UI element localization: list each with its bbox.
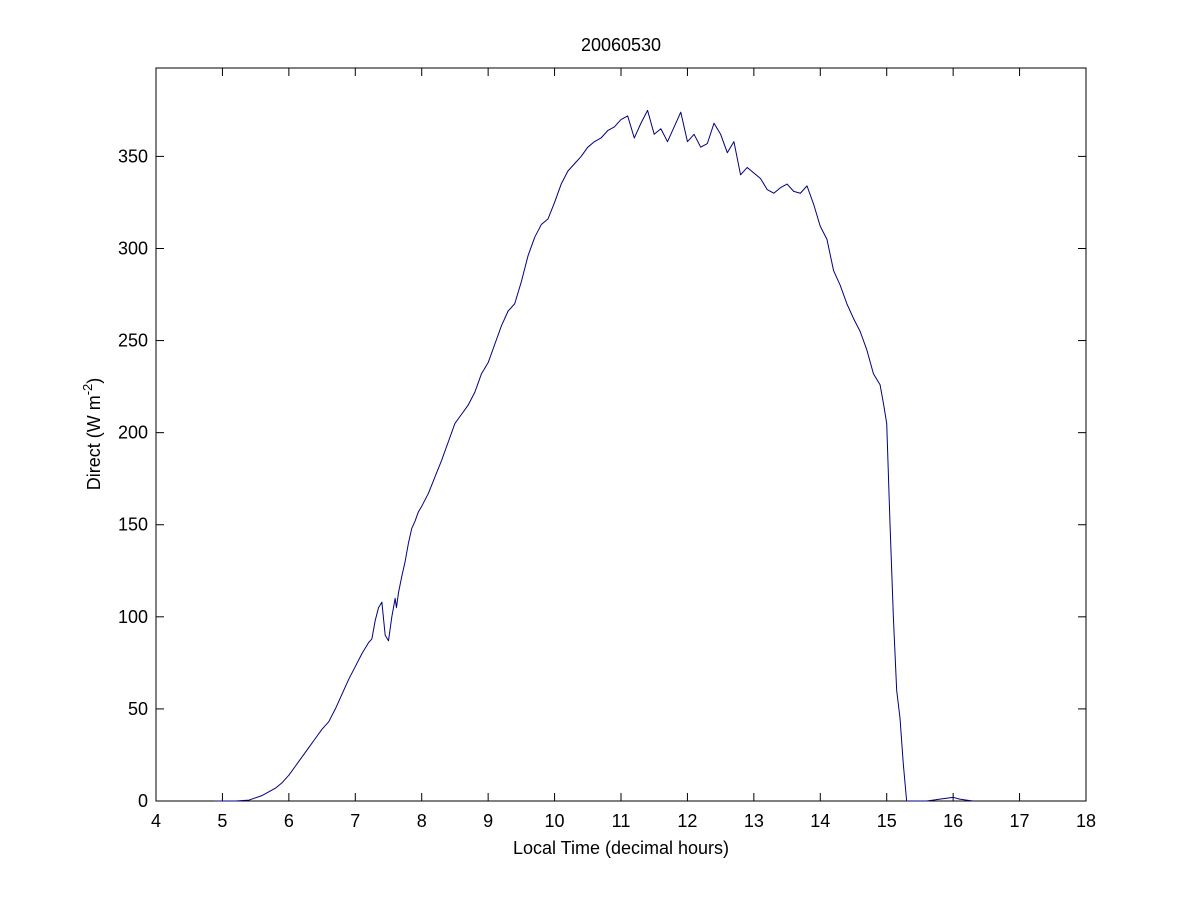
- y-axis-label-main: Direct (W m: [84, 395, 104, 490]
- x-tick-label: 17: [1010, 811, 1030, 831]
- y-tick-label: 0: [138, 791, 148, 811]
- y-tick-label: 200: [118, 423, 148, 443]
- x-tick-label: 7: [350, 811, 360, 831]
- x-tick-label: 6: [284, 811, 294, 831]
- series-line-0: [214, 109, 974, 802]
- y-axis-ticks: 0 50 100 150 200 250 300 350: [118, 146, 1086, 811]
- plot-area-frame: [155, 67, 1087, 802]
- y-axis-label: Direct (W m-2): [80, 378, 104, 491]
- x-tick-label: 15: [877, 811, 897, 831]
- chart-title: 20060530: [581, 35, 661, 55]
- y-tick-label: 300: [118, 238, 148, 258]
- x-tick-label: 18: [1076, 811, 1096, 831]
- x-axis-label: Local Time (decimal hours): [513, 838, 729, 858]
- x-tick-label: 12: [677, 811, 697, 831]
- x-tick-label: 10: [545, 811, 565, 831]
- x-tick-label: 13: [744, 811, 764, 831]
- y-tick-label: 100: [118, 607, 148, 627]
- series-layer: [214, 109, 974, 802]
- x-tick-label: 5: [217, 811, 227, 831]
- x-tick-label: 9: [483, 811, 493, 831]
- y-tick-label: 350: [118, 146, 148, 166]
- y-axis-label-suffix: ): [84, 378, 104, 384]
- x-tick-label: 4: [151, 811, 161, 831]
- y-tick-label: 50: [128, 699, 148, 719]
- x-tick-label: 16: [943, 811, 963, 831]
- y-axis-label-exponent: -2: [80, 384, 95, 396]
- x-tick-label: 8: [417, 811, 427, 831]
- x-tick-label: 11: [612, 811, 631, 831]
- x-tick-label: 14: [810, 811, 830, 831]
- y-tick-label: 250: [118, 331, 148, 351]
- y-tick-label: 150: [118, 515, 148, 535]
- x-axis-ticks: 4 5 6 7 8 9 10 11 12 13 14 15 16 17 18: [151, 68, 1096, 831]
